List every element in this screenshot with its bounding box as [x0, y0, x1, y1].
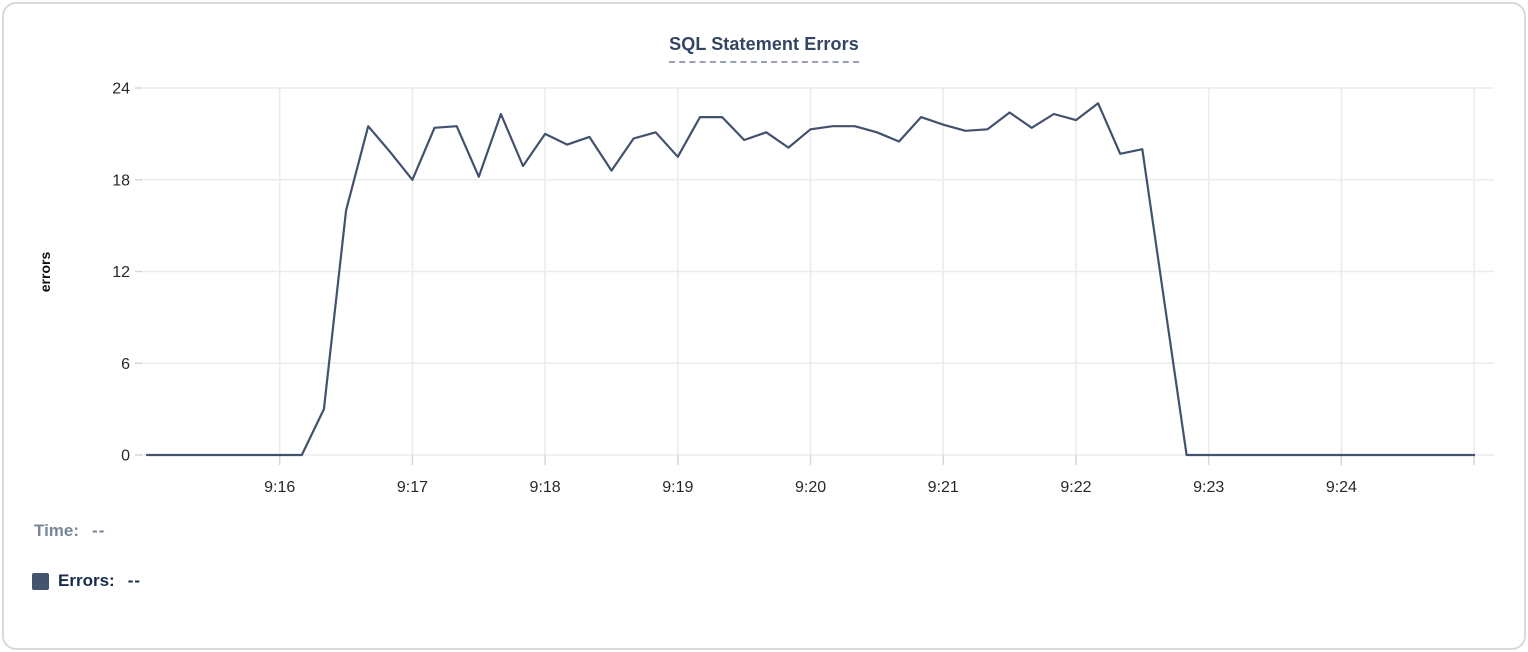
errors-line-chart[interactable]: 0 6 12 18 24 9:16 9:17 9:18 9:19 9:20 9:21 9:22 9:23… — [4, 4, 1528, 652]
x-tick-label: 9:19 — [662, 479, 693, 496]
chart-title[interactable]: SQL Statement Errors — [669, 34, 859, 63]
errors-series-line — [145, 102, 1476, 457]
y-axis-label: errors — [37, 252, 53, 293]
x-tick-label: 9:20 — [795, 479, 826, 496]
y-tick-label: 0 — [121, 448, 130, 465]
x-tick-label: 9:17 — [397, 479, 428, 496]
x-tick-label: 9:18 — [530, 479, 561, 496]
y-tick-label: 6 — [121, 356, 130, 373]
x-tick-label: 9:24 — [1326, 479, 1357, 496]
x-tick-label: 9:21 — [928, 479, 959, 496]
x-tick-label: 9:16 — [264, 479, 295, 496]
chart-title-row: SQL Statement Errors — [4, 34, 1524, 63]
y-tick-label: 18 — [112, 172, 130, 189]
y-tick-label: 24 — [112, 81, 130, 98]
y-tick-label: 12 — [112, 264, 130, 281]
x-tick-label: 9:23 — [1193, 479, 1224, 496]
x-tick-label: 9:22 — [1060, 479, 1091, 496]
